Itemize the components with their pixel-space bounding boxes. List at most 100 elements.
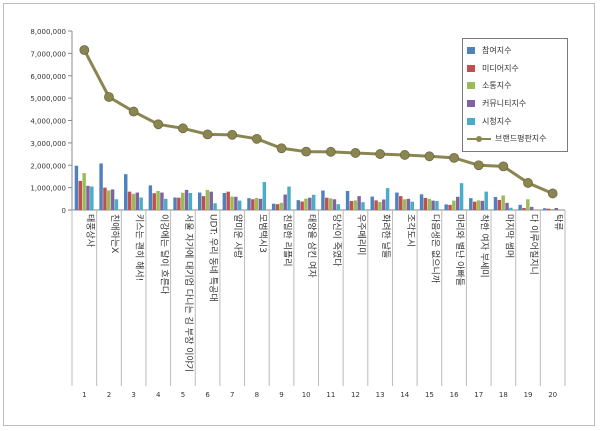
brand-index-point-11 <box>325 146 336 157</box>
x-tick-label: 19 <box>524 391 533 399</box>
category-label: 이강에는 달이 흐른다 <box>158 214 170 295</box>
x-tick-label: 7 <box>230 391 234 399</box>
bar-4-18 <box>505 202 509 210</box>
bar-3-12 <box>353 200 357 210</box>
bar-2-2 <box>103 187 107 210</box>
x-tick-label: 9 <box>279 391 283 399</box>
legend-swatch <box>467 117 475 125</box>
legend-item: 참여지수 <box>467 42 563 60</box>
bar-3-2 <box>107 190 111 210</box>
category-label: 얄미운 사랑 <box>232 214 244 258</box>
bar-4-15 <box>431 200 435 210</box>
legend-label: 미디어지수 <box>482 63 519 73</box>
brand-index-point-19 <box>523 178 533 188</box>
x-tick-label: 20 <box>548 391 557 399</box>
category-label: 키스는 괜히 해서! <box>134 214 145 281</box>
brand-index-point-17 <box>473 160 484 171</box>
bar-4-2 <box>110 189 115 210</box>
bar-1-7 <box>222 192 227 210</box>
x-tick-label: 11 <box>326 391 335 399</box>
x-tick-label: 2 <box>107 391 111 399</box>
brand-index-point-3 <box>128 106 139 117</box>
y-tick-label: 3,000,000 <box>30 140 66 148</box>
bar-3-7 <box>230 196 234 210</box>
y-tick-label: 0 <box>62 207 66 215</box>
bar-4-19 <box>529 206 534 210</box>
legend-item: 브랜드평판지수 <box>467 130 563 148</box>
bar-1-2 <box>99 163 103 210</box>
legend-swatch <box>467 47 475 55</box>
x-tick-label: 16 <box>450 391 459 399</box>
bar-5-11 <box>336 204 341 210</box>
bar-5-15 <box>435 201 439 210</box>
x-tick-label: 5 <box>181 391 185 399</box>
bar-3-10 <box>304 198 308 210</box>
bar-2-14 <box>399 196 403 210</box>
bar-5-5 <box>188 192 193 210</box>
bar-3-5 <box>181 192 185 210</box>
bar-2-5 <box>177 197 181 210</box>
bar-1-4 <box>148 185 153 210</box>
bar-4-3 <box>135 192 139 210</box>
bar-1-14 <box>395 192 399 210</box>
bar-3-4 <box>156 190 160 210</box>
x-tick-label: 4 <box>156 391 161 399</box>
bar-4-9 <box>283 194 287 210</box>
brand-index-point-6 <box>202 129 213 140</box>
brand-index-point-1 <box>79 45 90 55</box>
chart-legend: 참여지수 미디어지수 소통지수 커뮤니티지수 시청지수 브랜드평판지수 <box>462 38 568 152</box>
y-tick-label: 1,000,000 <box>30 185 66 193</box>
bar-4-6 <box>209 191 213 210</box>
bar-5-18 <box>509 207 513 210</box>
category-label: 친애하는X <box>109 214 120 253</box>
bar-4-13 <box>382 199 386 210</box>
x-tick-label: 12 <box>351 391 360 399</box>
bar-2-6 <box>201 196 206 210</box>
bar-4-20 <box>554 207 559 210</box>
x-tick-label: 14 <box>400 391 409 399</box>
y-tick-label: 8,000,000 <box>30 28 66 36</box>
brand-index-point-5 <box>178 123 188 134</box>
y-tick-label: 5,000,000 <box>30 95 66 103</box>
bar-4-11 <box>332 199 337 210</box>
bar-3-3 <box>131 193 136 210</box>
category-label: 다음생은 없으니까 <box>429 214 440 284</box>
bar-4-17 <box>480 200 485 210</box>
bar-5-2 <box>114 199 119 210</box>
category-label: 당신이 죽였다 <box>331 214 342 267</box>
brand-index-point-4 <box>153 119 164 130</box>
legend-label: 참여지수 <box>482 46 512 56</box>
legend-label: 시청지수 <box>482 116 512 126</box>
category-label: 마리와 별난 아빠들 <box>454 214 466 286</box>
bar-4-12 <box>357 196 361 210</box>
bar-5-4 <box>164 198 168 210</box>
bar-1-17 <box>469 198 473 210</box>
category-label: 서울 자가에 대기업 다니는 김 부장 이야기 <box>183 214 195 372</box>
legend-label: 브랜드평판지수 <box>495 134 547 144</box>
bar-2-15 <box>423 197 428 210</box>
bar-5-17 <box>484 191 488 210</box>
bar-5-6 <box>213 203 217 210</box>
bar-3-1 <box>82 173 86 210</box>
category-label: 다 이루어질지니 <box>528 214 540 275</box>
brand-index-point-12 <box>350 148 361 158</box>
brand-index-point-16 <box>449 152 459 163</box>
legend-item: 커뮤니티지수 <box>467 95 563 113</box>
bar-1-9 <box>271 203 276 210</box>
bar-4-14 <box>406 198 411 210</box>
bar-3-8 <box>254 197 259 210</box>
legend-item: 시청지수 <box>467 112 563 130</box>
brand-index-point-20 <box>547 188 558 199</box>
bar-2-18 <box>497 199 502 210</box>
category-label: 모범택시3 <box>257 214 268 253</box>
bar-3-14 <box>402 199 407 210</box>
bar-2-9 <box>275 204 280 210</box>
legend-label: 커뮤니티지수 <box>482 99 527 109</box>
x-tick-label: 3 <box>131 391 135 399</box>
bar-5-7 <box>237 200 242 210</box>
brand-index-point-13 <box>375 149 386 159</box>
bar-2-8 <box>251 199 255 210</box>
category-label: 마지막 썸머 <box>503 214 514 258</box>
bar-1-11 <box>321 190 325 210</box>
legend-item: 미디어지수 <box>467 60 563 78</box>
